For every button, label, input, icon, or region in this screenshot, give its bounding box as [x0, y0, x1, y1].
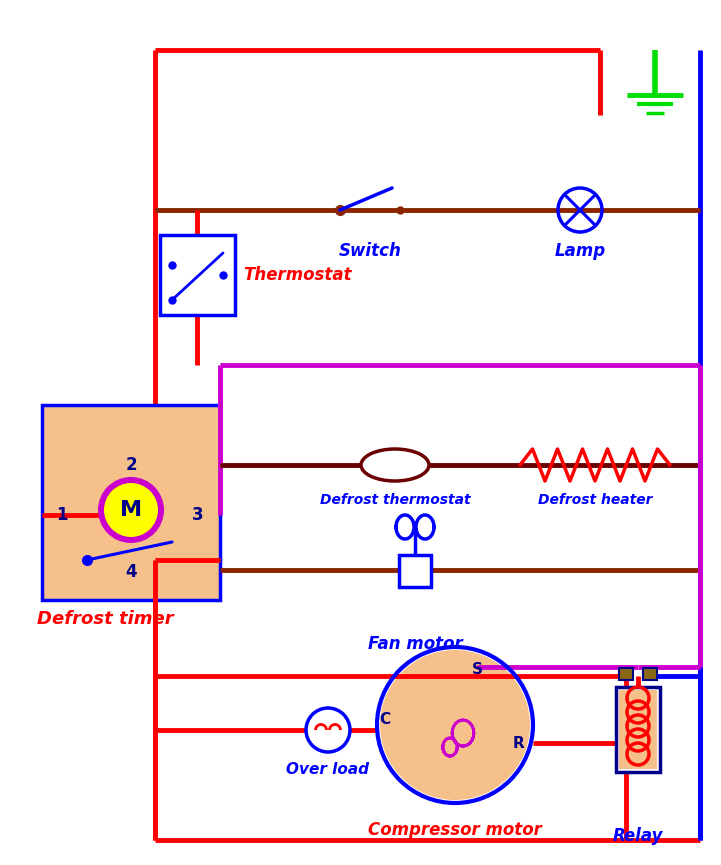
Text: R: R: [513, 735, 525, 751]
Bar: [399, 555, 431, 587]
Text: Relay: Relay: [613, 827, 663, 845]
Circle shape: [380, 650, 530, 800]
Text: M: M: [120, 500, 142, 520]
Circle shape: [98, 477, 164, 543]
Bar: [619, 690, 657, 769]
Text: C: C: [379, 713, 391, 727]
Text: 4: 4: [125, 563, 137, 581]
Bar: [616, 687, 660, 772]
Text: Defrost thermostat: Defrost thermostat: [319, 493, 470, 507]
Bar: [643, 668, 657, 680]
Bar: [619, 668, 633, 680]
Circle shape: [104, 483, 158, 537]
Ellipse shape: [361, 449, 429, 481]
Text: 3: 3: [193, 506, 204, 524]
Text: Defrost timer: Defrost timer: [37, 610, 174, 628]
Text: S: S: [472, 662, 482, 676]
Text: 2: 2: [125, 456, 137, 474]
Text: 1: 1: [56, 506, 68, 524]
Text: Defrost heater: Defrost heater: [538, 493, 653, 507]
Text: Lamp: Lamp: [554, 242, 606, 260]
Text: Compressor motor: Compressor motor: [368, 821, 542, 839]
Text: Thermostat: Thermostat: [243, 266, 352, 284]
Text: Over load: Over load: [286, 762, 369, 777]
Bar: [160, 235, 235, 315]
Text: Switch: Switch: [339, 242, 402, 260]
Text: Fan motor: Fan motor: [368, 635, 462, 653]
Bar: [42, 405, 220, 600]
